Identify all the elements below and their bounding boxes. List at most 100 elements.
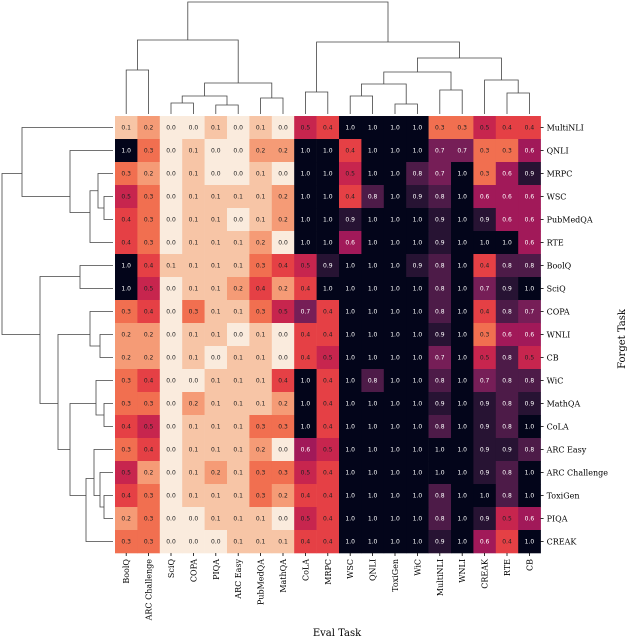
- heatmap-cell: [473, 139, 497, 163]
- heatmap-cell: [137, 185, 161, 209]
- cell-value-label: 0.0: [278, 240, 288, 247]
- cell-value-label: 0.3: [121, 171, 131, 178]
- heatmap-cell: [383, 277, 407, 301]
- cell-value-label: 0.1: [189, 470, 199, 477]
- cell-value-label: 0.9: [480, 516, 490, 523]
- heatmap-cell: [495, 300, 519, 324]
- cell-value-label: 1.0: [368, 355, 378, 362]
- cell-value-label: 0.7: [457, 148, 467, 155]
- cell-value-label: 0.5: [301, 125, 311, 132]
- dendrogram-link: [361, 83, 407, 104]
- dendrogram-link: [69, 150, 113, 213]
- heatmap-cell: [495, 116, 519, 140]
- heatmap-cell: [115, 116, 138, 140]
- heatmap-cell: [495, 323, 519, 347]
- dendrogram-link: [1, 173, 40, 335]
- heatmap-cell: [428, 461, 452, 485]
- cell-value-label: 0.4: [323, 424, 333, 431]
- cell-value-label: 1.0: [390, 309, 400, 316]
- heatmap-cell: [406, 530, 429, 554]
- heatmap-cell: [383, 415, 407, 439]
- heatmap-cell: [249, 254, 273, 278]
- cell-value-label: 0.1: [233, 240, 243, 247]
- cell-value-label: 1.0: [323, 217, 333, 224]
- heatmap-cell: [115, 461, 138, 485]
- dendrogram-link: [99, 334, 113, 358]
- heatmap-cell: [495, 185, 519, 209]
- cell-value-label: 0.6: [301, 447, 311, 454]
- heatmap-cell: [406, 254, 429, 278]
- x-tick-label: QNLI: [369, 559, 378, 581]
- heatmap-cell: [451, 369, 474, 393]
- cell-value-label: 0.3: [480, 332, 490, 339]
- cell-value-label: 1.0: [502, 240, 512, 247]
- heatmap-cell: [518, 185, 541, 209]
- heatmap-cell: [406, 484, 429, 508]
- cell-value-label: 0.4: [345, 148, 355, 155]
- cell-value-label: 1.0: [413, 148, 423, 155]
- heatmap-cell: [204, 438, 228, 462]
- heatmap-cell: [271, 484, 295, 508]
- cell-value-label: 1.0: [413, 401, 423, 408]
- heatmap-cell: [115, 323, 138, 347]
- cell-value-label: 0.4: [121, 424, 131, 431]
- heatmap-cell: [495, 139, 519, 163]
- dendrogram-link: [349, 95, 373, 114]
- heatmap-cell: [137, 507, 161, 531]
- cell-value-label: 0.2: [278, 286, 288, 293]
- heatmap-cell: [249, 438, 273, 462]
- cell-value-label: 0.2: [189, 401, 199, 408]
- cell-value-label: 1.0: [390, 194, 400, 201]
- cell-value-label: 0.2: [278, 401, 288, 408]
- cell-value-label: 1.0: [390, 125, 400, 132]
- heatmap-cell: [451, 346, 474, 370]
- heatmap-cell: [406, 162, 429, 186]
- heatmap-cell: [249, 323, 273, 347]
- dendrogram-link: [187, 1, 389, 42]
- cell-value-label: 1.0: [457, 171, 467, 178]
- cell-value-label: 1.0: [301, 194, 311, 201]
- cell-value-label: 1.0: [323, 148, 333, 155]
- heatmap-cell: [204, 484, 228, 508]
- heatmap-cell: [159, 116, 183, 140]
- cell-value-label: 0.2: [121, 355, 131, 362]
- heatmap-cell: [383, 507, 407, 531]
- heatmap-cell: [316, 139, 340, 163]
- heatmap-cell: [406, 139, 429, 163]
- cell-value-label: 1.0: [345, 309, 355, 316]
- dendrogram-link: [39, 276, 80, 404]
- cell-value-label: 0.4: [323, 401, 333, 408]
- cell-value-label: 1.0: [345, 286, 355, 293]
- cell-value-label: 1.0: [457, 309, 467, 316]
- dendrogram-link: [95, 380, 113, 416]
- heatmap-cell: [495, 369, 519, 393]
- cell-value-label: 1.0: [390, 447, 400, 454]
- cell-value-label: 1.0: [413, 332, 423, 339]
- heatmap-cell: [271, 530, 295, 554]
- heatmap-cell: [137, 392, 161, 416]
- cell-value-label: 0.1: [211, 401, 221, 408]
- heatmap-cell: [182, 208, 205, 232]
- heatmap-cell: [316, 231, 340, 255]
- heatmap-cell: [518, 369, 541, 393]
- cell-value-label: 0.0: [189, 125, 199, 132]
- cell-value-label: 1.0: [413, 240, 423, 247]
- cell-value-label: 1.0: [480, 240, 490, 247]
- heatmap-cell: [339, 461, 362, 485]
- heatmap-cell: [383, 300, 407, 324]
- heatmap-cell: [339, 139, 362, 163]
- heatmap-cell: [137, 323, 161, 347]
- heatmap-cell: [204, 369, 228, 393]
- heatmap-cell: [182, 254, 205, 278]
- cell-value-label: 1.0: [390, 539, 400, 546]
- heatmap-cell: [249, 300, 273, 324]
- cell-value-label: 0.1: [189, 194, 199, 201]
- cell-value-label: 1.0: [457, 378, 467, 385]
- heatmap-cell: [518, 116, 541, 140]
- cell-value-label: 0.8: [502, 470, 512, 477]
- cell-value-label: 1.0: [368, 424, 378, 431]
- heatmap-cell: [428, 484, 452, 508]
- cell-value-label: 0.6: [525, 332, 535, 339]
- cell-value-label: 0.4: [278, 263, 288, 270]
- heatmap-cell: [227, 415, 250, 439]
